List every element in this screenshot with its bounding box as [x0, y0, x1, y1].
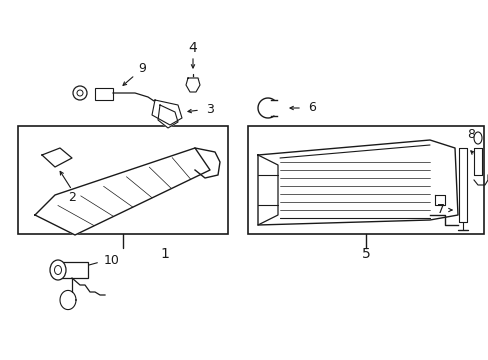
Ellipse shape: [473, 132, 481, 144]
Text: 6: 6: [307, 102, 315, 114]
Text: 1: 1: [160, 247, 169, 261]
Ellipse shape: [77, 90, 83, 96]
Text: 7: 7: [436, 203, 444, 216]
Bar: [247, 126, 483, 234]
Polygon shape: [42, 148, 72, 167]
Bar: [18, 126, 227, 234]
Text: 4: 4: [188, 41, 197, 55]
Polygon shape: [35, 148, 209, 235]
Polygon shape: [258, 140, 457, 225]
Text: 10: 10: [104, 253, 120, 266]
Bar: [95, 88, 113, 100]
Ellipse shape: [50, 260, 66, 280]
Text: 8: 8: [466, 129, 474, 141]
Polygon shape: [158, 105, 178, 128]
Ellipse shape: [73, 86, 87, 100]
Text: 2: 2: [68, 192, 76, 204]
Bar: [58, 262, 88, 278]
Ellipse shape: [54, 265, 61, 274]
Polygon shape: [152, 100, 182, 125]
Polygon shape: [185, 78, 200, 92]
Text: 3: 3: [205, 104, 214, 117]
Text: 9: 9: [138, 62, 145, 75]
Text: 5: 5: [361, 247, 369, 261]
